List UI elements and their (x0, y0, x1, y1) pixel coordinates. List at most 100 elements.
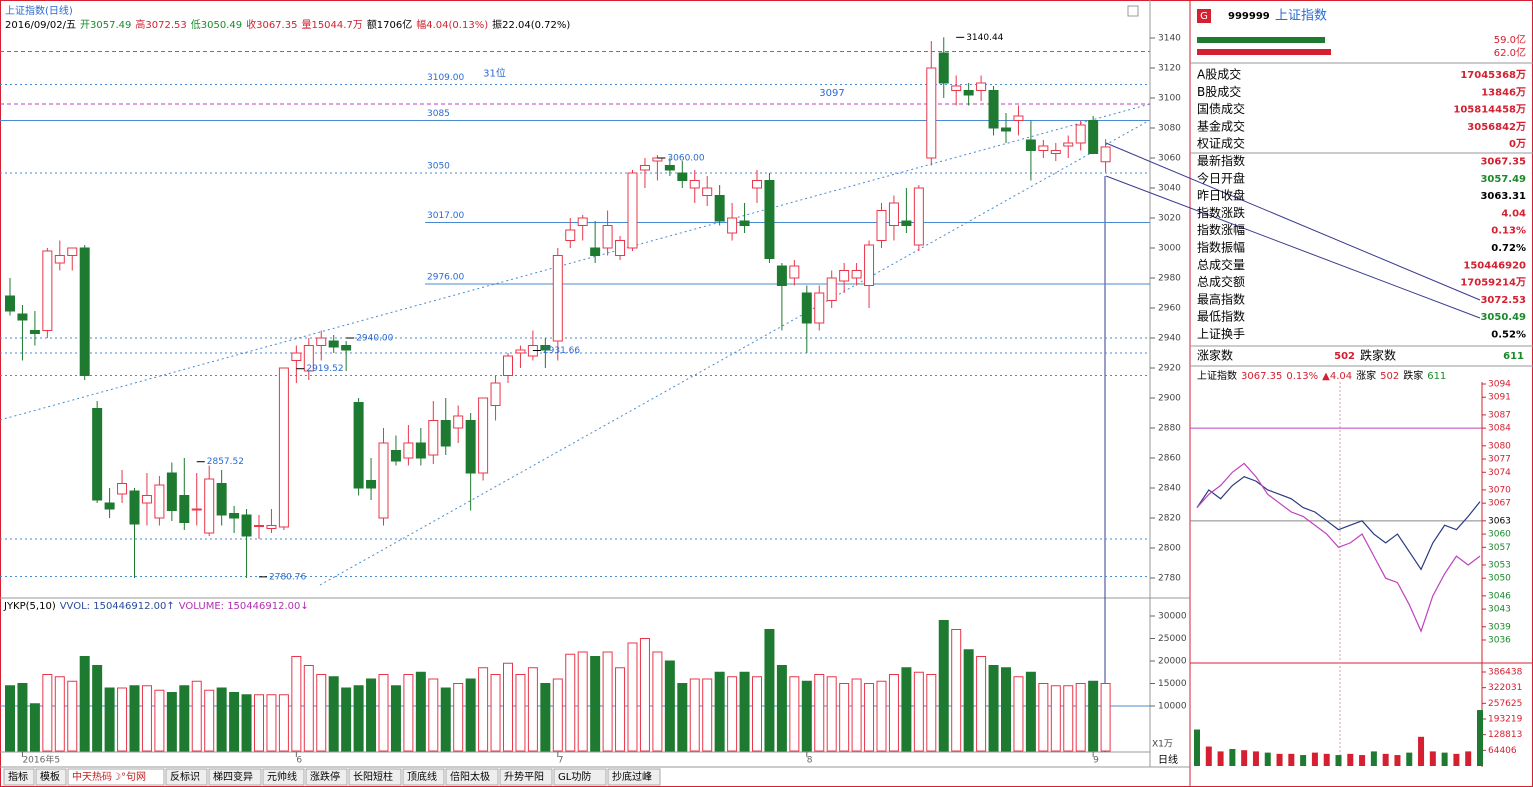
tab[interactable] (262, 768, 305, 786)
tab-label[interactable]: 长阳短柱 (353, 770, 393, 783)
candle-body (67, 247, 78, 256)
candle-body (976, 82, 987, 91)
y-tick-label: 30000 (1158, 612, 1187, 622)
intraday-volume (1288, 753, 1295, 766)
tab[interactable] (165, 768, 208, 786)
bar-label: 62.0亿 (1494, 46, 1526, 59)
volume-bar (378, 674, 389, 752)
row-value: 3050.49 (1480, 312, 1526, 323)
candle-body (1038, 145, 1049, 151)
tab-label[interactable]: 反标识 (170, 771, 200, 783)
intraday-volume (1229, 748, 1236, 766)
y-tick-label: 386438 (1488, 668, 1523, 678)
candle-body (702, 187, 713, 196)
intraday-volume (1394, 755, 1401, 766)
row-value: 105814458万 (1453, 104, 1526, 116)
candle-body (353, 402, 364, 489)
y-tick-label: 3063 (1488, 516, 1511, 526)
y-tick-label: 3053 (1488, 560, 1511, 570)
tab[interactable] (402, 768, 445, 786)
buy-bar (1197, 37, 1325, 43)
badge-text: G (1200, 11, 1208, 22)
tab[interactable] (305, 768, 348, 786)
row-label: 基金成交 (1197, 118, 1245, 133)
tab[interactable] (3, 768, 35, 786)
candle-body (938, 52, 949, 84)
candle-body (615, 240, 626, 256)
row-label: 国债成交 (1197, 101, 1245, 116)
candle-body (552, 255, 563, 342)
intraday-header: 上证指数 3067.35 0.13% ▲4.04 涨家 502 跌家 611 (1197, 369, 1446, 382)
candle-body (278, 367, 289, 528)
volume-bar (328, 676, 339, 752)
volume-bar (204, 689, 215, 752)
level-label: 3109.00 (427, 73, 464, 83)
tab[interactable] (208, 768, 262, 786)
tab[interactable] (553, 768, 607, 786)
volume-bar (179, 685, 190, 752)
tab[interactable] (499, 768, 553, 786)
candle-body (241, 514, 252, 537)
volume-bar (752, 676, 762, 752)
tab[interactable] (348, 768, 402, 786)
header-item: 3067.35 (1241, 371, 1282, 382)
row-value: 17045368万 (1460, 69, 1526, 81)
tab-label[interactable]: 梯四变异 (213, 770, 253, 783)
tab-label[interactable]: 中天热码☽°句网 (72, 770, 146, 783)
candle-body (851, 270, 862, 279)
volume-bar (1013, 676, 1024, 752)
tab-label[interactable]: 倍阳太极 (450, 770, 490, 783)
tab-label[interactable]: 顶底线 (407, 770, 437, 783)
volume-bar (839, 683, 850, 752)
volume-bar (627, 642, 638, 752)
y-tick-label: 10000 (1158, 702, 1187, 712)
candle-body (565, 229, 576, 241)
note-label: 31位 (483, 67, 506, 80)
tab-label[interactable]: 指标 (8, 770, 28, 783)
row-value: 150446920 (1463, 260, 1526, 271)
volume-bar (540, 683, 551, 752)
row-value: 3057.49 (1480, 174, 1526, 185)
y-tick-label: 20000 (1158, 657, 1187, 667)
intraday-volume (1217, 751, 1224, 766)
tab-label[interactable]: GL功防 (558, 770, 591, 783)
y-tick-label: 3100 (1158, 94, 1181, 104)
tab-label[interactable]: 抄底过峰 (612, 770, 652, 783)
volume-bar (801, 680, 812, 752)
tab[interactable] (607, 768, 661, 786)
stock-name: 上证指数 (1275, 9, 1327, 24)
tab-label[interactable]: 模板 (40, 770, 60, 783)
candle-body (154, 484, 165, 519)
volume-bar (577, 651, 588, 752)
row-label: 权证成交 (1197, 136, 1245, 151)
tab-label[interactable]: 元帅线 (267, 770, 297, 783)
close-button[interactable] (1127, 5, 1139, 17)
row-label: B股成交 (1197, 84, 1241, 99)
header-item: 跌家 (1403, 369, 1423, 382)
volume-bar (702, 678, 713, 752)
tab-label[interactable]: 涨跌停 (310, 770, 340, 783)
volume-bar (141, 685, 152, 752)
tab[interactable] (35, 768, 67, 786)
header-item: 低3050.49 (191, 18, 242, 31)
intraday-volume (1205, 746, 1212, 766)
volume-bar (341, 687, 352, 752)
candle-body (204, 478, 215, 534)
header-item: 量15044.7万 (301, 19, 362, 31)
tab-label[interactable]: 升势平阳 (504, 770, 544, 783)
y-tick-label: 3087 (1488, 410, 1511, 420)
y-tick-label: 128813 (1488, 730, 1522, 740)
volume-bar (926, 674, 937, 752)
candle-body (141, 495, 152, 504)
intraday-volume (1194, 729, 1200, 766)
candle-body (42, 250, 53, 331)
tab[interactable] (67, 768, 165, 786)
y-tick-label: 3057 (1488, 543, 1511, 553)
candle-body (590, 247, 601, 256)
candle-body (876, 210, 887, 241)
volume-bar (1075, 683, 1086, 752)
tab[interactable] (445, 768, 499, 786)
row-value: 4.04 (1501, 208, 1526, 219)
volume-bar (191, 680, 202, 752)
candle-body (901, 220, 912, 226)
